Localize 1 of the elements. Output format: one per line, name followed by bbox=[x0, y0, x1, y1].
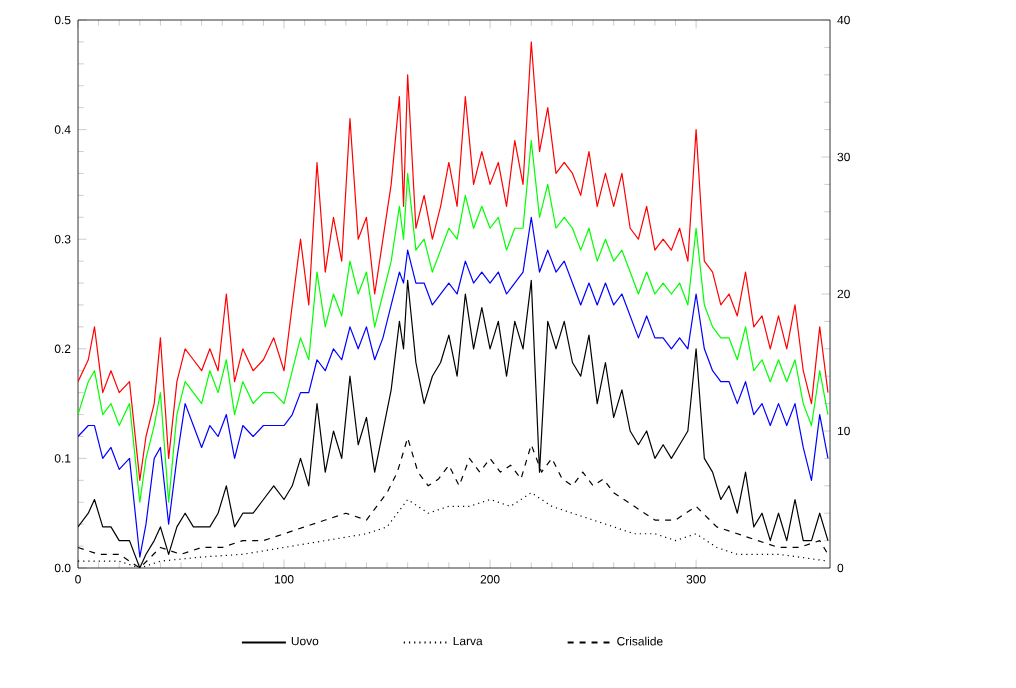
line-series bbox=[78, 139, 829, 503]
